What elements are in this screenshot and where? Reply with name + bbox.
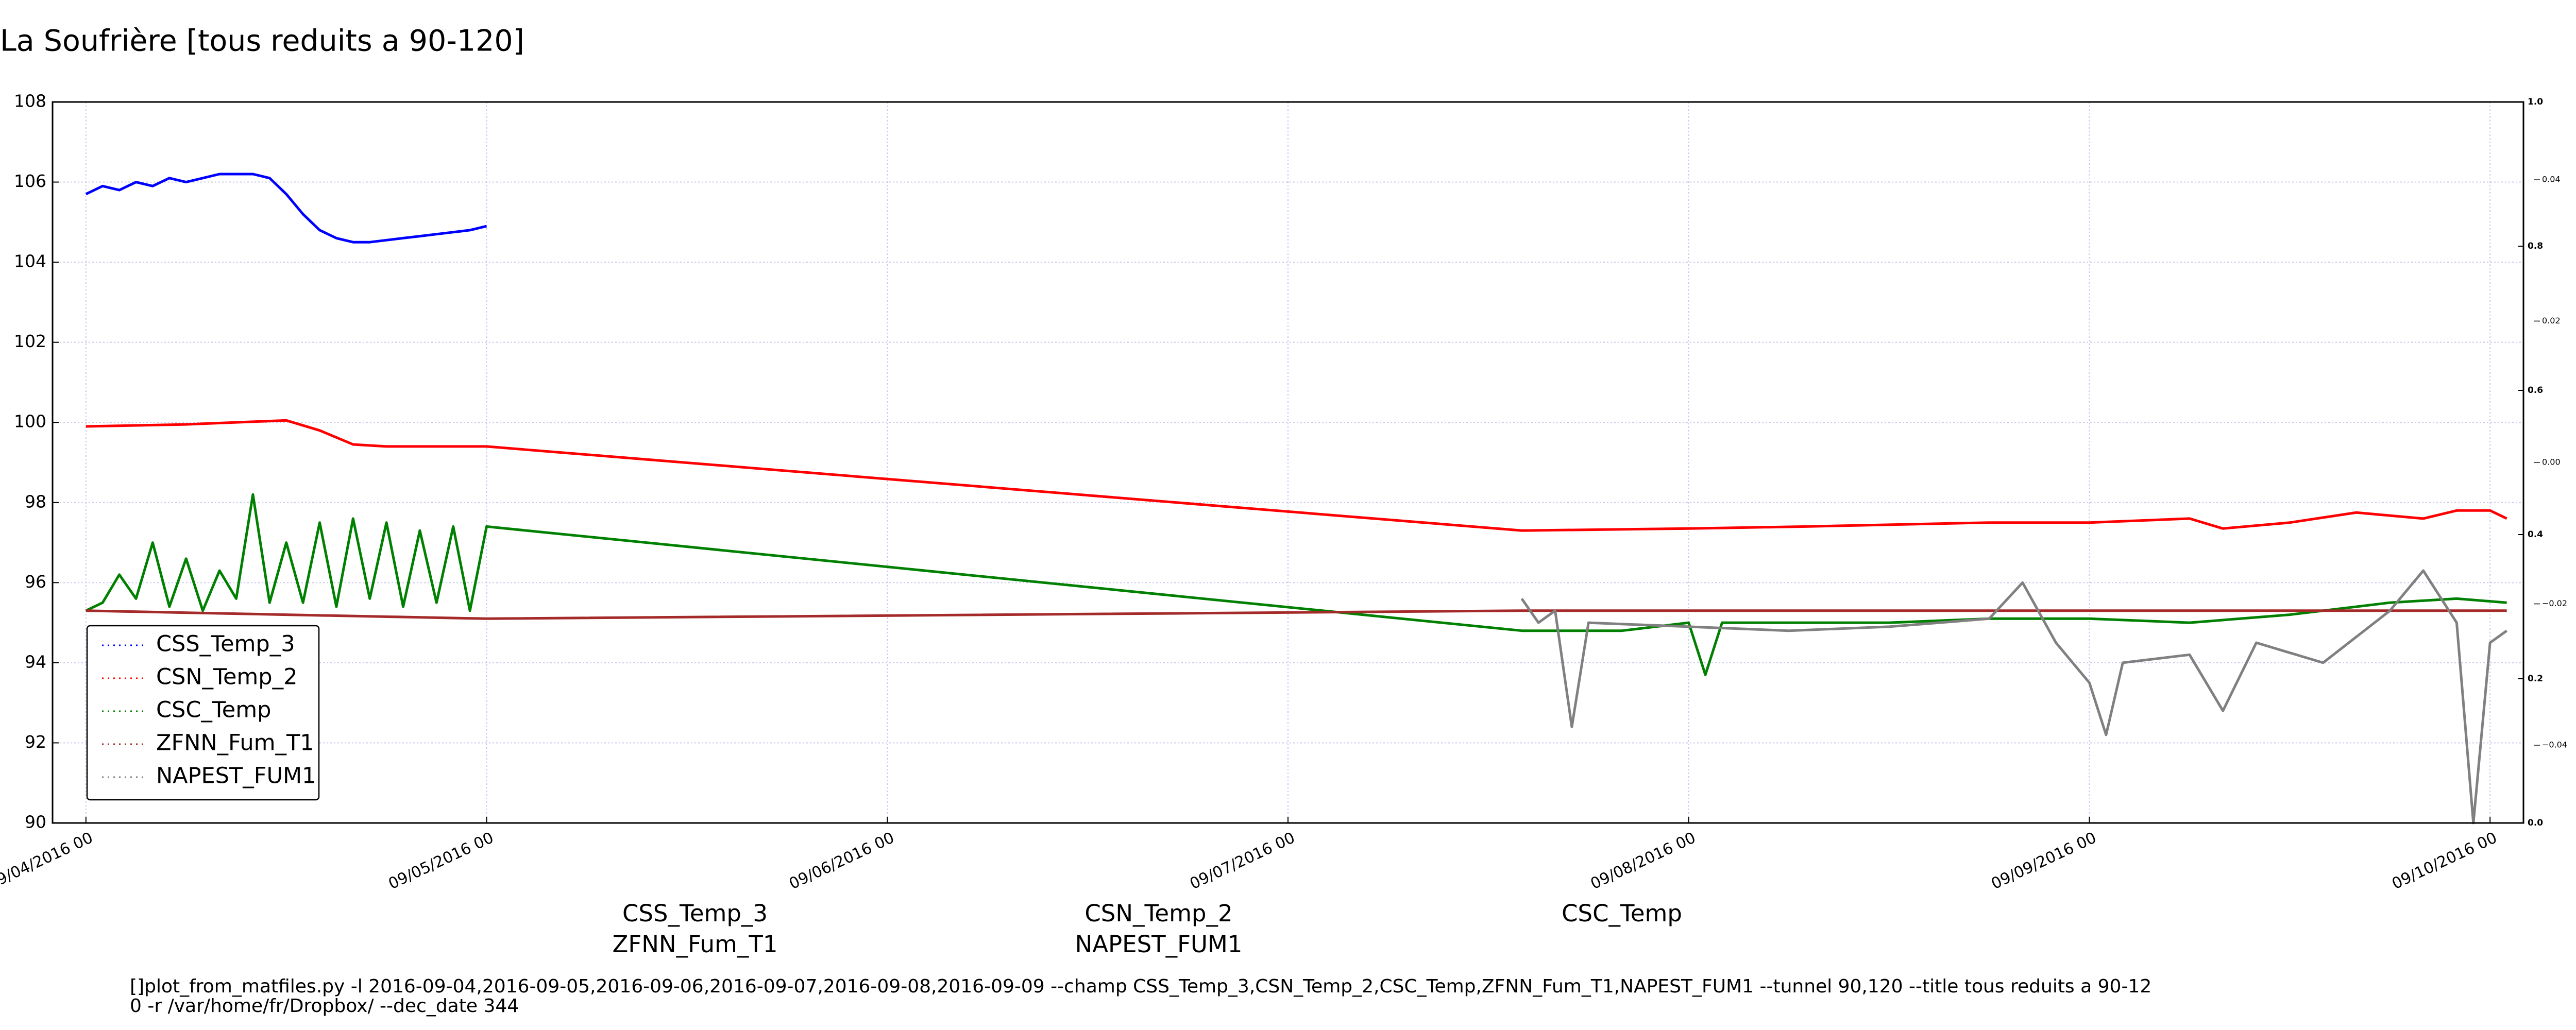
- legend-label: ZFNN_Fum_T1: [156, 730, 314, 756]
- y-tick-label: 96: [25, 572, 46, 592]
- y2-tick-label: 0.2: [2528, 674, 2543, 684]
- x-tick-label: 09/10/2016 00: [2389, 829, 2500, 893]
- y-tick-label: 98: [25, 491, 46, 511]
- series-caption: ZFNN_Fum_T1: [613, 931, 778, 958]
- series-line: [86, 419, 2507, 532]
- series-line: [86, 609, 2507, 620]
- footer-text: 0 -r /var/home/fr/Dropbox/ --dec_date 34…: [130, 995, 519, 1017]
- y2-tick-label: 0.0: [2528, 818, 2543, 828]
- y3-tick-label: −0.04: [2542, 740, 2567, 750]
- x-tick-label: 09/09/2016 00: [1989, 829, 2099, 893]
- y-tick-label: 100: [14, 411, 46, 432]
- y2-tick-label: 1.0: [2528, 97, 2543, 107]
- series-caption: CSC_Temp: [1562, 900, 1682, 927]
- y-tick-label: 94: [25, 651, 46, 672]
- y3-tick-label: 0.02: [2542, 316, 2561, 325]
- y2-tick-label: 0.4: [2528, 529, 2543, 540]
- y3-tick-label: 0.04: [2542, 174, 2561, 184]
- x-tick-label: 09/08/2016 00: [1588, 829, 1699, 893]
- y-tick-label: 92: [25, 732, 46, 752]
- y3-tick-label: −0.02: [2542, 598, 2567, 608]
- footer-text: []plot_from_matfiles.py -l 2016-09-04,20…: [130, 976, 2151, 997]
- y-tick-label: 106: [14, 171, 46, 191]
- series-caption: NAPEST_FUM1: [1075, 931, 1243, 958]
- plot-frame: [52, 101, 2524, 824]
- y-tick-label: 108: [14, 91, 46, 111]
- y2-tick-label: 0.8: [2528, 241, 2543, 251]
- legend-label: NAPEST_FUM1: [156, 763, 316, 789]
- legend-label: CSN_Temp_2: [156, 664, 297, 690]
- x-tick-label: 09/05/2016 00: [386, 829, 497, 893]
- x-tick-label: 09/07/2016 00: [1187, 829, 1298, 893]
- series-caption: CSN_Temp_2: [1084, 900, 1232, 927]
- series-caption: CSS_Temp_3: [622, 900, 768, 927]
- series-line: [1520, 569, 2508, 825]
- y-tick-label: 102: [14, 331, 46, 351]
- y3-tick-label: 0.00: [2542, 457, 2561, 467]
- chart-title: La Soufrière [tous reduits a 90-120]: [0, 24, 524, 58]
- y-tick-label: 104: [14, 251, 46, 271]
- legend-label: CSC_Temp: [156, 697, 271, 723]
- x-tick-label: 09/04/2016 00: [0, 829, 96, 893]
- series-line: [85, 173, 487, 244]
- x-tick-label: 09/06/2016 00: [786, 829, 897, 893]
- y-tick-label: 90: [25, 812, 46, 832]
- legend-box: [86, 625, 320, 801]
- y2-tick-label: 0.6: [2528, 385, 2543, 396]
- legend-label: CSS_Temp_3: [156, 631, 295, 657]
